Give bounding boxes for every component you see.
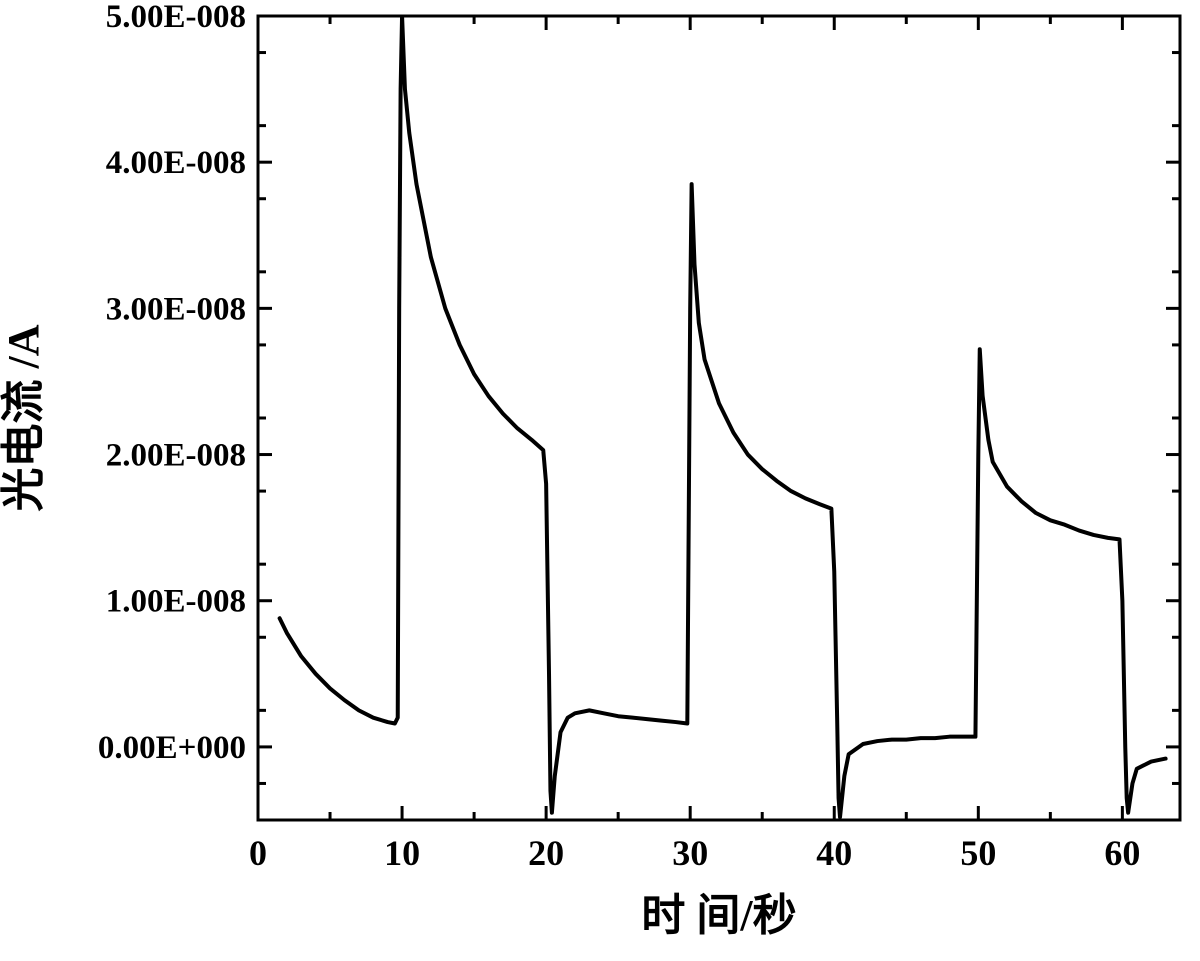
- photocurrent-chart: 0 10 20 30 40 50 60 0.00E+000 1.00E-008 2.00E-008…: [0, 0, 1200, 961]
- x-tick-label: 40: [816, 833, 852, 873]
- chart-container: 0 10 20 30 40 50 60 0.00E+000 1.00E-008 2.00E-008…: [0, 0, 1200, 961]
- y-tick-label: 2.00E-008: [106, 438, 246, 474]
- x-tick-label: 10: [384, 833, 420, 873]
- x-tick-label: 30: [672, 833, 708, 873]
- data-series-photocurrent: [280, 16, 1166, 817]
- y-tick-label: 4.00E-008: [106, 145, 246, 181]
- x-tick-label: 0: [249, 833, 267, 873]
- x-tick-label: 60: [1104, 833, 1140, 873]
- x-axis-label: 时 间/秒: [641, 891, 796, 940]
- y-tick-label: 5.00E-008: [106, 0, 246, 35]
- x-tick-label: 20: [528, 833, 564, 873]
- y-axis-label: 光电流 /A: [0, 324, 48, 511]
- x-tick-label: 50: [960, 833, 996, 873]
- y-tick-label: 0.00E+000: [98, 730, 246, 766]
- y-tick-label: 3.00E-008: [106, 291, 246, 327]
- y-tick-label: 1.00E-008: [106, 584, 246, 620]
